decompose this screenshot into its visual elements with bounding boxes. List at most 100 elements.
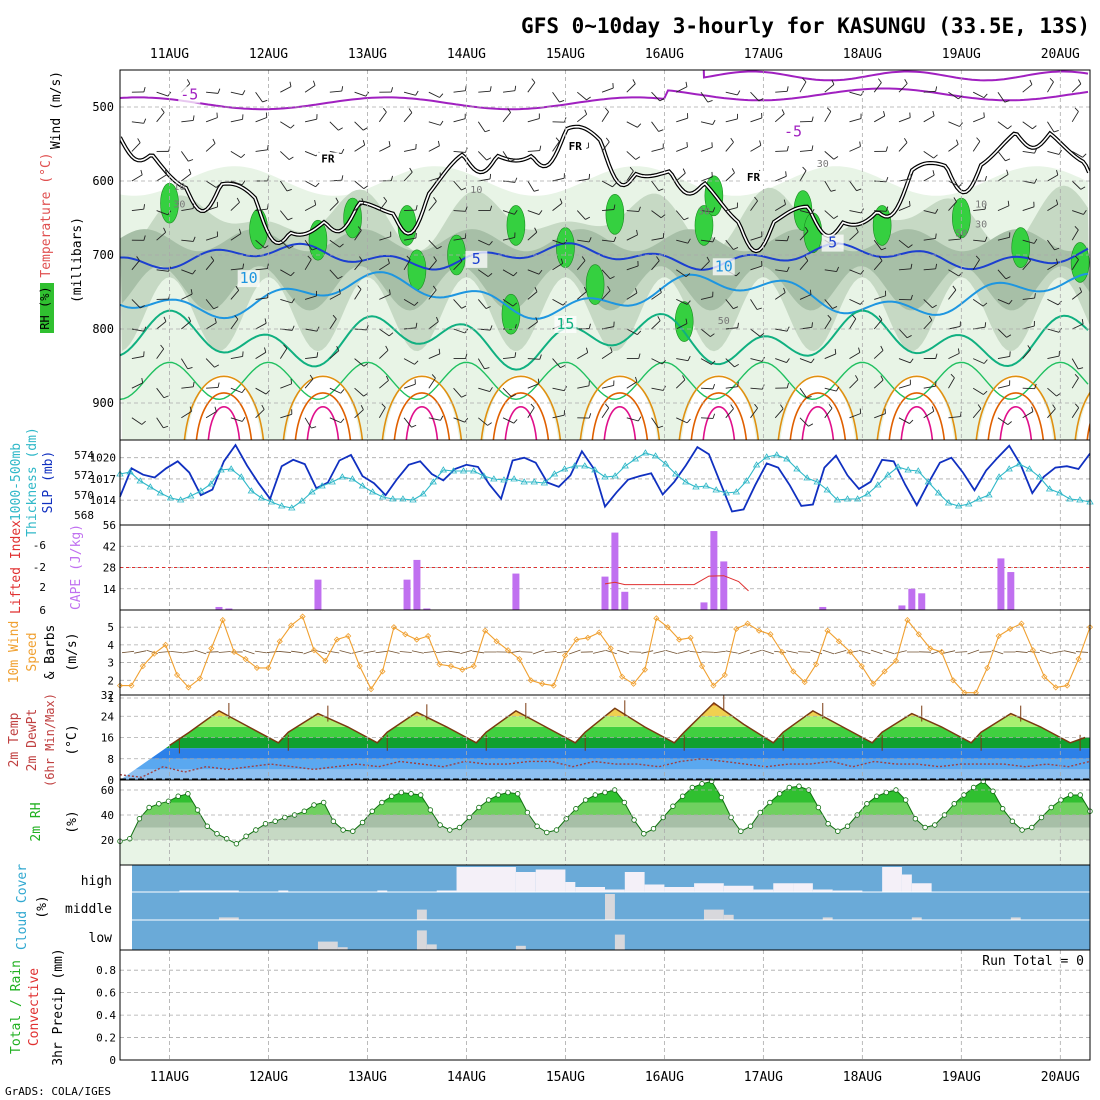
wind-barb-flag (539, 145, 542, 151)
thickness-marker (490, 475, 498, 482)
warm-isotherm-arch (603, 406, 637, 440)
wind-barb-flag (928, 315, 933, 321)
wind-barb (527, 118, 540, 123)
rh-marker (961, 792, 967, 798)
wind-barb (527, 291, 538, 300)
wind-barb (304, 259, 312, 271)
cloud-block (436, 890, 457, 892)
wind-barb-flag (731, 168, 735, 174)
wind-speed-marker (744, 620, 751, 627)
wind-barb (478, 269, 489, 277)
wind-barb-flag (733, 247, 739, 250)
rh-marker (214, 831, 220, 837)
surface-wind-barb (399, 651, 412, 653)
temp-tick-label: 16 (101, 732, 114, 745)
rh-marker (146, 804, 152, 811)
wind-speed-marker (767, 631, 774, 638)
wind-barb-flag (581, 256, 586, 261)
date-label-top: 19AUG (942, 47, 981, 62)
precip-left-labels: Total / Rain Convective (9, 960, 42, 1054)
wind-barb (576, 291, 587, 300)
warm-isotherm-arch (702, 406, 736, 440)
wind-barb (181, 173, 192, 182)
wind-barb (304, 378, 314, 389)
thickness-marker (176, 496, 185, 503)
wind-barb (973, 239, 986, 242)
wind-barb (997, 328, 1007, 338)
wind-barb-flag (357, 285, 362, 290)
cloud-panel: high middle low (65, 864, 1091, 951)
wind-barb-flag (885, 146, 888, 152)
wind-barb-flag (487, 422, 492, 426)
wind-barb-flag (635, 156, 641, 160)
wind-barb (131, 328, 144, 332)
wind-barb (651, 148, 664, 152)
wind-barb (700, 239, 713, 243)
wind-barb (131, 260, 140, 271)
wind-barb (700, 146, 713, 152)
wind-barb (403, 112, 413, 123)
thickness-marker (217, 466, 225, 473)
wind-barb (527, 82, 536, 93)
wind-barb (799, 210, 812, 215)
wind-barb (428, 321, 439, 330)
wind-speed-marker (470, 663, 477, 670)
wind-barb (1047, 204, 1058, 211)
wind-barb-flag (288, 156, 294, 160)
rh-marker (282, 814, 288, 821)
thickness-marker (1055, 489, 1064, 496)
wind-barb-flag (489, 387, 493, 392)
wind-barb-flag (834, 348, 837, 355)
cloud-block (753, 889, 774, 892)
wind-barb (676, 86, 688, 93)
pressure-tick-label: 700 (92, 248, 114, 262)
wind-tick-label: 1 (107, 692, 114, 705)
wind-barb (675, 172, 686, 182)
wind-barb-flag (975, 255, 980, 260)
dewpoint-line (119, 758, 1091, 779)
wind-barb (354, 121, 364, 131)
wind-barb (453, 180, 462, 191)
wind-barb-flag (264, 347, 267, 353)
cloud-block (812, 889, 833, 892)
wind-barb-flag (163, 316, 167, 322)
rh-marker (1067, 792, 1074, 798)
wind-barb-flag (712, 384, 716, 390)
thickness-marker (621, 462, 629, 469)
thickness-slp-panel: 1014 1017 1020 568 570 572 574 (74, 439, 1094, 526)
surface-wind-barb (967, 649, 980, 655)
wind-barb-flag (465, 353, 468, 359)
surface-wind-barb (858, 649, 871, 655)
rh-marker (485, 797, 492, 803)
rh-marker (165, 798, 172, 804)
wind-barb-flag (163, 227, 167, 233)
wind-barb-flag (802, 77, 807, 83)
wind-barb (379, 349, 389, 359)
surface-wind-barb (1063, 650, 1076, 654)
rh-moist-blob (506, 205, 526, 246)
wind-speed-marker (402, 631, 409, 638)
wind-barb-flag (931, 406, 935, 412)
thickness-marker (318, 482, 326, 489)
wind-barb (873, 319, 883, 330)
wind-barb (948, 144, 959, 152)
thickness-marker (1066, 495, 1074, 502)
wind-barb-flag (188, 159, 194, 162)
wind-barb-flag (382, 107, 387, 113)
wind-barb (527, 269, 540, 275)
cloud-block (723, 885, 754, 892)
wind-barb-flag (217, 88, 221, 94)
wind-barb-flag (878, 256, 883, 261)
wind-barb-flag (758, 98, 764, 102)
wind-barb-flag (363, 185, 369, 190)
wind-barb-flag (433, 196, 437, 202)
wind-barb (626, 234, 638, 241)
rh-marker (321, 799, 327, 806)
rh-marker (747, 823, 754, 829)
wind-barb (205, 143, 216, 152)
rh-marker (515, 791, 521, 797)
cloud-block (337, 947, 348, 950)
wind-barb-flag (432, 285, 437, 291)
wind-tick-label: 3 (107, 657, 114, 670)
thickness-marker (682, 478, 690, 485)
